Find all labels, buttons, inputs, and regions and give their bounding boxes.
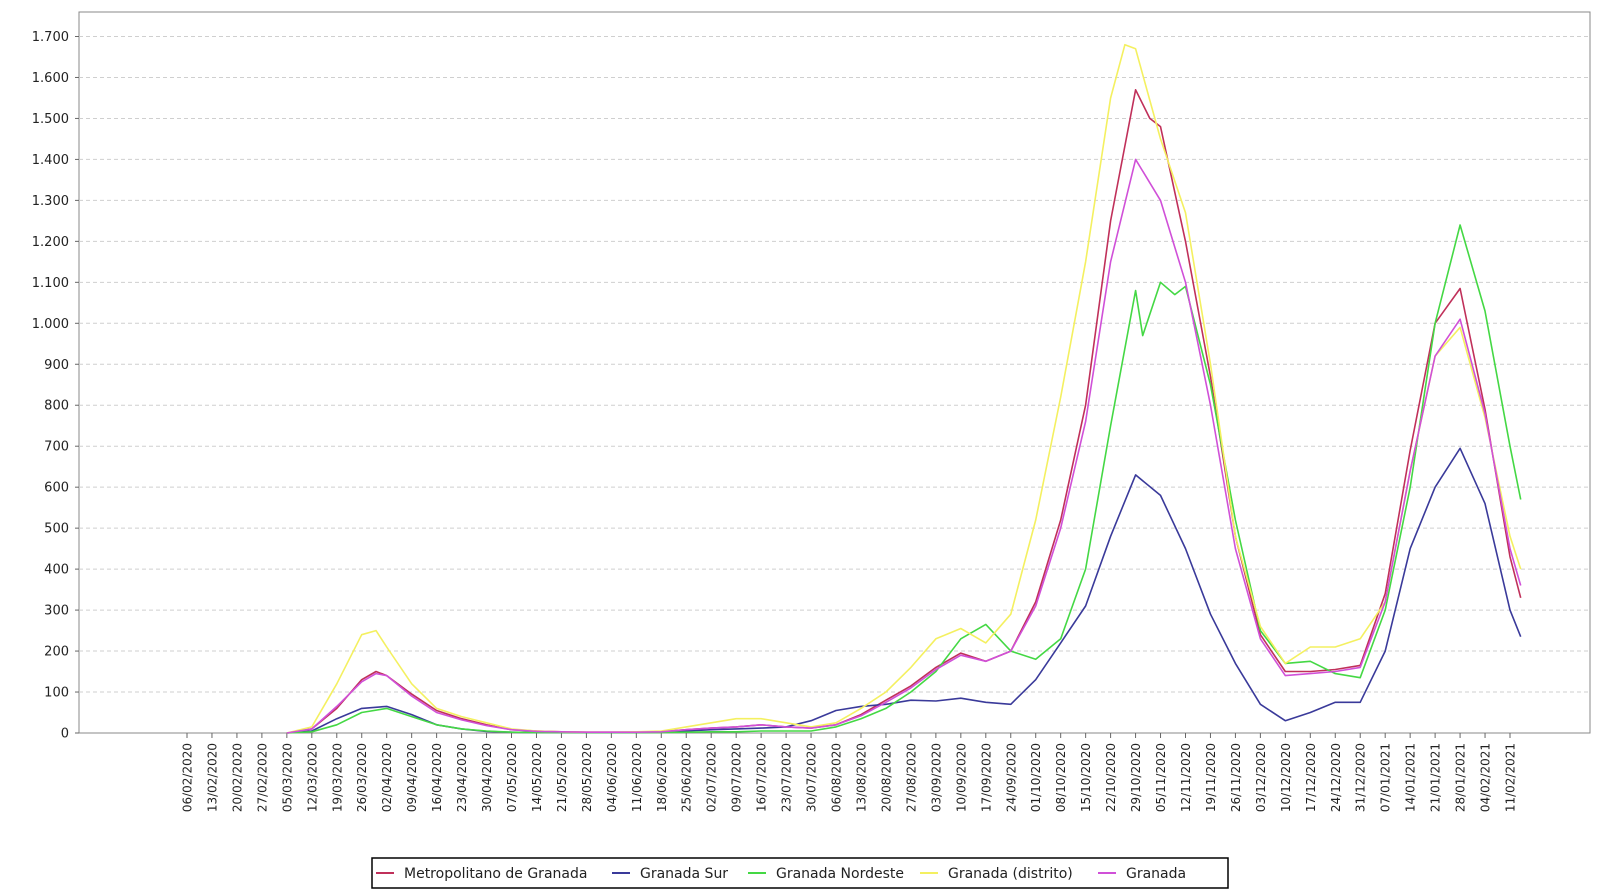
y-axis: 0 100 200 300 400 500 600 700 800 900 1.000 1.100 1.… xyxy=(32,30,79,742)
series-line-3 xyxy=(286,224,1522,734)
legend-label: Metropolitano de Granada xyxy=(404,866,587,882)
y-tick-label: 1.300 xyxy=(32,194,69,209)
legend-label: Granada Sur xyxy=(640,866,728,882)
x-tick-label: 12/11/2020 xyxy=(1179,743,1193,812)
x-tick-label: 26/11/2020 xyxy=(1229,743,1243,812)
x-tick-label: 30/07/2020 xyxy=(805,743,819,812)
y-tick-label: 600 xyxy=(44,481,69,496)
x-tick-label: 09/04/2020 xyxy=(405,743,419,812)
x-tick-label: 06/02/2020 xyxy=(181,743,195,812)
x-tick-label: 13/08/2020 xyxy=(854,743,868,812)
x-tick-label: 06/08/2020 xyxy=(830,743,844,812)
y-tick-label: 700 xyxy=(44,440,69,455)
x-tick-label: 23/04/2020 xyxy=(455,743,469,812)
x-tick-label: 24/09/2020 xyxy=(1004,743,1018,812)
x-tick-label: 26/03/2020 xyxy=(355,743,369,812)
x-tick-label: 19/03/2020 xyxy=(330,743,344,812)
x-tick-label: 31/12/2020 xyxy=(1354,743,1368,812)
y-tick-label: 300 xyxy=(44,604,69,619)
x-tick-label: 29/10/2020 xyxy=(1129,743,1143,812)
y-tick-label: 800 xyxy=(44,399,69,414)
x-tick-label: 30/04/2020 xyxy=(480,743,494,812)
x-tick-label: 11/02/2021 xyxy=(1504,743,1518,812)
x-tick-label: 22/10/2020 xyxy=(1104,743,1118,812)
x-tick-label: 03/12/2020 xyxy=(1254,743,1268,812)
x-tick-label: 23/07/2020 xyxy=(780,743,794,812)
x-tick-label: 02/04/2020 xyxy=(380,743,394,812)
x-tick-label: 17/09/2020 xyxy=(979,743,993,812)
y-tick-label: 1.500 xyxy=(32,112,69,127)
series-line-4 xyxy=(286,43,1522,734)
x-tick-label: 12/03/2020 xyxy=(305,743,319,812)
legend-label: Granada (distrito) xyxy=(948,866,1073,882)
x-tick-label: 16/07/2020 xyxy=(755,743,769,812)
x-tick-label: 17/12/2020 xyxy=(1304,743,1318,812)
y-tick-label: 400 xyxy=(44,563,69,578)
x-tick-label: 19/11/2020 xyxy=(1204,743,1218,812)
series-line-1 xyxy=(286,89,1522,734)
x-tick-label: 07/01/2021 xyxy=(1379,743,1393,812)
x-tick-label: 21/01/2021 xyxy=(1429,743,1443,812)
x-tick-label: 18/06/2020 xyxy=(655,743,669,812)
x-tick-label: 25/06/2020 xyxy=(680,743,694,812)
x-tick-label: 13/02/2020 xyxy=(205,743,219,812)
x-tick-label: 15/10/2020 xyxy=(1079,743,1093,812)
y-tick-label: 900 xyxy=(44,358,69,373)
x-tick-label: 28/01/2021 xyxy=(1454,743,1468,812)
y-tick-label: 1.200 xyxy=(32,235,69,250)
y-tick-label: 1.100 xyxy=(32,276,69,291)
y-tick-label: 1.400 xyxy=(32,153,69,168)
x-axis: 06/02/2020 13/02/2020 20/02/2020 27/02/2020… xyxy=(181,733,1518,812)
y-tick-label: 1.700 xyxy=(32,30,69,45)
x-tick-label: 07/05/2020 xyxy=(505,743,519,812)
x-tick-label: 10/09/2020 xyxy=(954,743,968,812)
x-tick-label: 14/05/2020 xyxy=(530,743,544,812)
x-tick-label: 14/01/2021 xyxy=(1404,743,1418,812)
x-tick-label: 27/02/2020 xyxy=(255,743,269,812)
y-tick-label: 1.600 xyxy=(32,71,69,86)
x-tick-label: 04/06/2020 xyxy=(605,743,619,812)
y-tick-label: 0 xyxy=(61,727,69,742)
series-lines xyxy=(286,43,1522,734)
x-tick-label: 16/04/2020 xyxy=(430,743,444,812)
x-tick-label: 27/08/2020 xyxy=(904,743,918,812)
x-tick-label: 01/10/2020 xyxy=(1029,743,1043,812)
x-tick-label: 20/08/2020 xyxy=(879,743,893,812)
y-tick-label: 100 xyxy=(44,686,69,701)
x-tick-label: 08/10/2020 xyxy=(1054,743,1068,812)
x-tick-label: 20/02/2020 xyxy=(230,743,244,812)
legend: Metropolitano de Granada Granada Sur Grana… xyxy=(371,857,1229,889)
plot-area xyxy=(78,11,1591,734)
x-tick-label: 24/12/2020 xyxy=(1329,743,1343,812)
y-tick-label: 1.000 xyxy=(32,317,69,332)
x-tick-label: 21/05/2020 xyxy=(555,743,569,812)
y-tick-label: 500 xyxy=(44,522,69,537)
y-tick-label: 200 xyxy=(44,645,69,660)
x-tick-label: 05/11/2020 xyxy=(1154,743,1168,812)
x-tick-label: 09/07/2020 xyxy=(730,743,744,812)
x-tick-label: 11/06/2020 xyxy=(630,743,644,812)
x-tick-label: 04/02/2021 xyxy=(1479,743,1493,812)
x-tick-label: 05/03/2020 xyxy=(280,743,294,812)
legend-label: Granada xyxy=(1126,866,1186,882)
x-tick-label: 28/05/2020 xyxy=(580,743,594,812)
x-tick-label: 10/12/2020 xyxy=(1279,743,1293,812)
x-tick-label: 02/07/2020 xyxy=(705,743,719,812)
legend-label: Granada Nordeste xyxy=(776,866,904,882)
x-tick-label: 03/09/2020 xyxy=(929,743,943,812)
legend-box xyxy=(371,857,1229,889)
series-line-5 xyxy=(286,158,1522,734)
